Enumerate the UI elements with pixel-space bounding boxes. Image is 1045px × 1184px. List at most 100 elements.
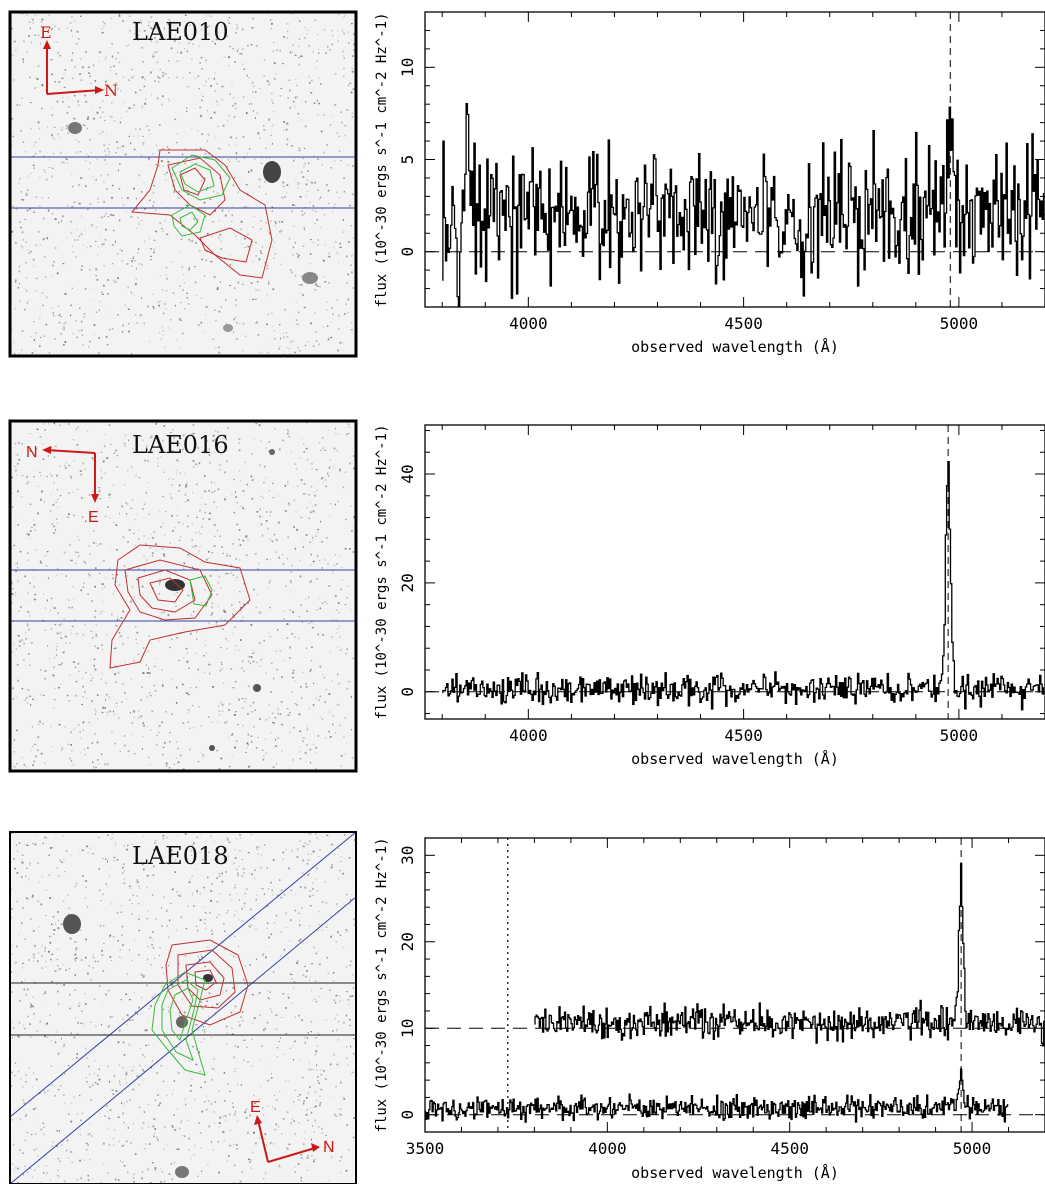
noise-speck xyxy=(176,514,178,517)
noise-speck xyxy=(232,48,234,50)
noise-speck xyxy=(154,26,157,29)
noise-speck xyxy=(173,1129,176,1131)
noise-speck xyxy=(171,514,173,517)
noise-speck xyxy=(59,494,61,497)
noise-speck xyxy=(186,107,188,109)
noise-speck xyxy=(232,574,235,577)
noise-speck xyxy=(344,471,347,473)
noise-speck xyxy=(44,171,47,173)
noise-speck xyxy=(348,681,351,683)
noise-speck xyxy=(289,609,292,611)
noise-speck xyxy=(312,205,315,207)
noise-speck xyxy=(324,701,326,703)
noise-speck xyxy=(215,621,218,624)
noise-speck xyxy=(70,1102,73,1104)
noise-speck xyxy=(242,63,244,65)
noise-speck xyxy=(148,237,151,240)
noise-speck xyxy=(287,97,289,99)
noise-speck xyxy=(329,989,331,991)
noise-speck xyxy=(230,572,232,574)
y-tick-label: 5 xyxy=(398,155,417,165)
noise-speck xyxy=(331,843,333,846)
noise-speck xyxy=(238,442,240,444)
noise-speck xyxy=(96,158,98,161)
noise-speck xyxy=(240,606,243,609)
noise-speck xyxy=(214,430,217,432)
noise-speck xyxy=(47,577,49,580)
noise-speck xyxy=(118,956,121,958)
noise-speck xyxy=(12,687,14,690)
noise-speck xyxy=(292,1059,294,1061)
noise-speck xyxy=(261,157,263,159)
noise-speck xyxy=(319,995,321,997)
noise-speck xyxy=(137,135,140,137)
noise-speck xyxy=(286,623,289,625)
noise-speck xyxy=(318,102,320,105)
noise-speck xyxy=(108,497,111,499)
noise-speck xyxy=(187,594,190,597)
noise-speck xyxy=(339,934,342,936)
noise-speck xyxy=(332,1097,335,1099)
noise-speck xyxy=(17,490,19,493)
noise-speck xyxy=(33,1108,35,1110)
noise-speck xyxy=(162,439,164,442)
noise-speck xyxy=(141,46,144,49)
noise-speck xyxy=(247,685,250,687)
noise-speck xyxy=(81,265,83,267)
noise-speck xyxy=(290,590,292,593)
noise-speck xyxy=(82,685,84,688)
noise-speck xyxy=(204,965,206,968)
noise-speck xyxy=(238,899,240,901)
noise-speck xyxy=(25,875,27,878)
noise-speck xyxy=(57,612,59,614)
noise-speck xyxy=(241,698,244,700)
noise-speck xyxy=(13,751,15,753)
noise-speck xyxy=(315,1069,318,1071)
noise-speck xyxy=(204,927,207,930)
noise-speck xyxy=(234,649,236,652)
noise-speck xyxy=(304,886,306,889)
noise-speck xyxy=(209,198,212,200)
noise-speck xyxy=(157,165,160,167)
noise-speck xyxy=(104,119,106,121)
noise-speck xyxy=(351,116,354,118)
noise-speck xyxy=(306,507,308,509)
spectrum-plot-area xyxy=(425,425,1045,719)
noise-speck xyxy=(175,605,177,607)
noise-speck xyxy=(94,960,96,963)
noise-speck xyxy=(63,73,65,75)
noise-speck xyxy=(284,1080,287,1082)
noise-speck xyxy=(31,18,33,20)
noise-speck xyxy=(106,1105,108,1107)
noise-speck xyxy=(290,889,293,891)
noise-speck xyxy=(315,340,318,342)
noise-speck xyxy=(220,248,222,250)
noise-speck xyxy=(202,754,205,756)
noise-speck xyxy=(138,715,141,718)
noise-speck xyxy=(232,613,234,616)
noise-speck xyxy=(141,264,143,266)
noise-speck xyxy=(295,468,298,470)
noise-speck xyxy=(117,314,120,316)
noise-speck xyxy=(274,78,276,80)
noise-speck xyxy=(147,945,149,948)
noise-speck xyxy=(23,988,25,991)
noise-speck xyxy=(321,929,323,931)
noise-speck xyxy=(42,723,44,725)
noise-speck xyxy=(315,1099,318,1101)
noise-speck xyxy=(345,893,348,896)
noise-speck xyxy=(279,1090,281,1093)
noise-speck xyxy=(251,1038,253,1040)
noise-speck xyxy=(131,69,133,70)
noise-speck xyxy=(78,202,81,205)
noise-speck xyxy=(41,292,44,294)
noise-speck xyxy=(262,953,265,955)
noise-speck xyxy=(102,1142,105,1145)
noise-speck xyxy=(102,111,104,113)
noise-speck xyxy=(12,697,15,700)
noise-speck xyxy=(63,1180,66,1182)
noise-speck xyxy=(76,336,78,339)
noise-speck xyxy=(184,148,186,151)
noise-speck xyxy=(40,561,42,564)
noise-speck xyxy=(126,1100,128,1103)
